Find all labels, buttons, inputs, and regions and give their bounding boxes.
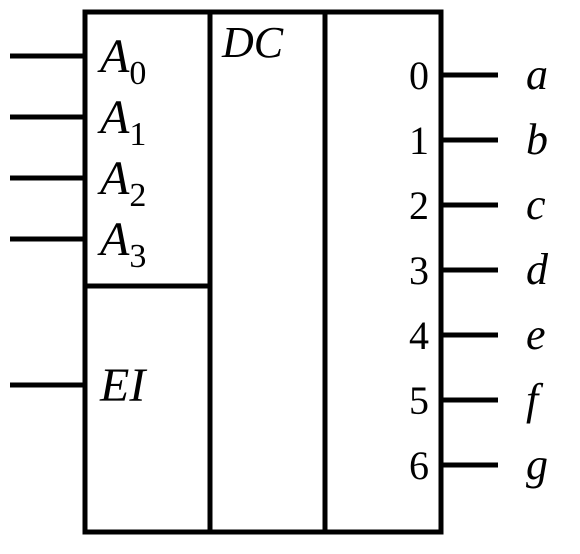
input-label-a3: A3	[97, 213, 146, 275]
block-header-label: DC	[221, 18, 284, 67]
input-label-a1: A1	[97, 91, 146, 153]
output-number-2: 2	[409, 183, 429, 228]
input-label-a0: A0	[97, 30, 146, 92]
output-number-3: 3	[409, 248, 429, 293]
output-number-6: 6	[409, 443, 429, 488]
output-label-g: g	[526, 440, 548, 489]
output-label-a: a	[526, 50, 548, 99]
output-label-f: f	[526, 375, 544, 424]
output-label-c: c	[526, 180, 546, 229]
output-label-e: e	[526, 310, 546, 359]
output-label-b: b	[526, 115, 548, 164]
output-label-d: d	[526, 245, 549, 294]
input-label-ei: EI	[99, 359, 147, 412]
decoder-diagram: DC A0A1A2A3 EI 0 a 1 b 2 c 3 d 4 e 5 f 6 g	[0, 0, 580, 554]
output-number-0: 0	[409, 53, 429, 98]
input-label-a2: A2	[97, 152, 146, 214]
output-number-1: 1	[409, 118, 429, 163]
input-pins-group: A0A1A2A3 EI	[10, 30, 147, 412]
output-number-4: 4	[409, 313, 429, 358]
output-pins-group: 0 a 1 b 2 c 3 d 4 e 5 f 6 g	[409, 50, 549, 489]
output-number-5: 5	[409, 378, 429, 423]
